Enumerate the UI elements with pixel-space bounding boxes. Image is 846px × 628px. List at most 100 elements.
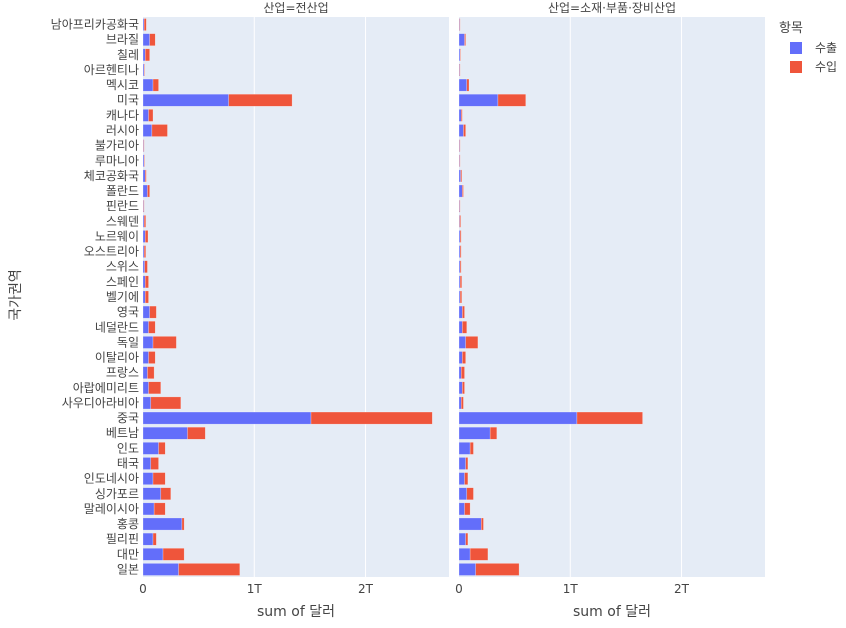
bar-2-24-수출 xyxy=(458,381,463,395)
bar-2-2-수입 xyxy=(459,48,461,62)
bar-1-19-수입 xyxy=(149,305,157,319)
y-tick-label: 태국 xyxy=(117,456,139,470)
x-tick-label: 1T xyxy=(563,582,579,596)
bar-2-5-수입 xyxy=(497,93,527,107)
bar-1-18-수입 xyxy=(144,290,149,304)
bar-2-29-수입 xyxy=(465,457,469,470)
bar-2-30-수입 xyxy=(464,472,469,485)
y-tick-label: 홍콩 xyxy=(117,517,139,531)
bar-2-36-수입 xyxy=(475,563,520,576)
bar-1-15-수입 xyxy=(143,245,147,258)
chart-panels: 0 1T 2T sum of 달러 산업=전산업 0 1T 2T sum of 달러 산업=소재·… xyxy=(139,1,765,620)
bar-1-17-수입 xyxy=(144,275,149,289)
bar-2-26-수입 xyxy=(576,411,643,425)
legend-title: 항목 xyxy=(779,21,803,36)
y-tick-label: 남아프리카공화국 xyxy=(51,18,139,32)
bar-2-10-수출 xyxy=(458,169,461,183)
bar-2-36-수출 xyxy=(458,563,476,576)
bar-1-24-수출 xyxy=(142,381,149,395)
bar-1-0-수입 xyxy=(143,18,147,31)
bar-1-20-수출 xyxy=(142,320,149,334)
y-tick-label: 미국 xyxy=(117,93,139,107)
bar-2-12-수입 xyxy=(459,199,461,213)
bar-1-30-수출 xyxy=(142,472,154,485)
bar-2-24-수입 xyxy=(462,381,465,395)
bar-2-34-수입 xyxy=(465,532,469,546)
y-tick-label: 스페인 xyxy=(106,275,139,289)
bar-2-30-수출 xyxy=(458,472,465,485)
bar-1-24-수입 xyxy=(148,381,162,395)
bar-1-2-수출 xyxy=(142,48,146,62)
bar-2-5-수출 xyxy=(458,93,499,107)
bar-1-13-수입 xyxy=(143,215,147,228)
bar-1-25-수출 xyxy=(142,396,152,410)
bar-2-32-수입 xyxy=(464,502,471,516)
bar-1-17-수출 xyxy=(142,275,146,289)
bar-1-5-수출 xyxy=(142,93,229,107)
bar-2-31-수입 xyxy=(466,487,474,501)
bar-2-23-수출 xyxy=(458,366,462,379)
bar-1-9-수입 xyxy=(143,154,145,168)
bar-2-25-수입 xyxy=(460,396,464,410)
bar-2-19-수출 xyxy=(458,305,463,319)
facet-title: 산업=소재·부품·장비산업 xyxy=(548,1,676,15)
bar-1-22-수입 xyxy=(148,351,156,364)
y-tick-label: 캐나다 xyxy=(106,108,139,122)
panel-1: 0 1T 2T sum of 달러 산업=전산업 xyxy=(139,1,449,620)
y-tick-label: 노르웨이 xyxy=(95,229,139,243)
bar-2-33-수입 xyxy=(481,517,484,531)
legend-swatch-수입 xyxy=(790,61,802,73)
x-tick-label: 1T xyxy=(247,582,263,596)
bar-2-7-수입 xyxy=(463,124,466,137)
bar-2-23-수입 xyxy=(460,366,465,379)
bar-2-27-수입 xyxy=(489,426,498,440)
bar-2-32-수출 xyxy=(458,502,465,516)
y-tick-label: 러시아 xyxy=(106,124,139,138)
legend-label-수출: 수출 xyxy=(815,41,837,55)
bar-1-34-수출 xyxy=(142,532,154,546)
y-tick-label: 프랑스 xyxy=(106,366,139,380)
y-tick-label: 사우디아라비아 xyxy=(62,396,139,410)
y-tick-label: 인도네시아 xyxy=(84,472,139,486)
bar-1-36-수입 xyxy=(178,563,241,576)
bar-1-5-수입 xyxy=(228,93,293,107)
bar-1-7-수출 xyxy=(142,124,153,137)
bar-2-35-수입 xyxy=(469,547,489,561)
bar-1-21-수출 xyxy=(142,336,154,349)
bar-1-32-수출 xyxy=(142,502,155,516)
bar-1-20-수입 xyxy=(148,320,156,334)
y-tick-label: 오스트리아 xyxy=(84,245,139,259)
bar-2-8-수입 xyxy=(459,139,461,152)
bar-2-4-수출 xyxy=(458,78,468,92)
bar-1-27-수입 xyxy=(187,426,206,440)
bar-2-29-수출 xyxy=(458,457,466,470)
x-tick-label: 0 xyxy=(455,582,463,596)
bar-2-0-수입 xyxy=(459,18,461,31)
bar-1-30-수입 xyxy=(152,472,166,485)
bar-2-26-수출 xyxy=(458,411,578,425)
y-tick-label: 체코공화국 xyxy=(84,169,139,183)
bar-2-11-수출 xyxy=(458,184,463,198)
bar-1-19-수출 xyxy=(142,305,150,319)
bar-1-10-수입 xyxy=(144,169,147,183)
bar-2-15-수입 xyxy=(459,245,462,258)
bar-1-28-수출 xyxy=(142,442,159,455)
bar-1-28-수입 xyxy=(158,442,166,455)
plot-background xyxy=(143,17,449,577)
bar-2-9-수입 xyxy=(459,154,461,168)
bar-2-13-수입 xyxy=(459,215,461,228)
y-axis-tick-labels: 남아프리카공화국브라질칠레아르헨티나멕시코미국캐나다러시아불가리아루마니아체코공… xyxy=(51,18,139,577)
y-tick-label: 아르헨티나 xyxy=(84,63,139,77)
bar-1-16-수입 xyxy=(144,260,148,274)
bar-2-22-수입 xyxy=(462,351,466,364)
y-tick-label: 싱가포르 xyxy=(95,487,139,501)
bar-1-6-수출 xyxy=(142,109,149,122)
y-tick-label: 루마니아 xyxy=(95,154,139,168)
x-tick-label: 0 xyxy=(139,582,147,596)
bar-2-22-수출 xyxy=(458,351,463,364)
bar-1-4-수출 xyxy=(142,78,154,92)
bar-1-12-수입 xyxy=(143,199,145,213)
facet-title: 산업=전산업 xyxy=(263,1,328,15)
bar-1-35-수출 xyxy=(142,547,164,561)
